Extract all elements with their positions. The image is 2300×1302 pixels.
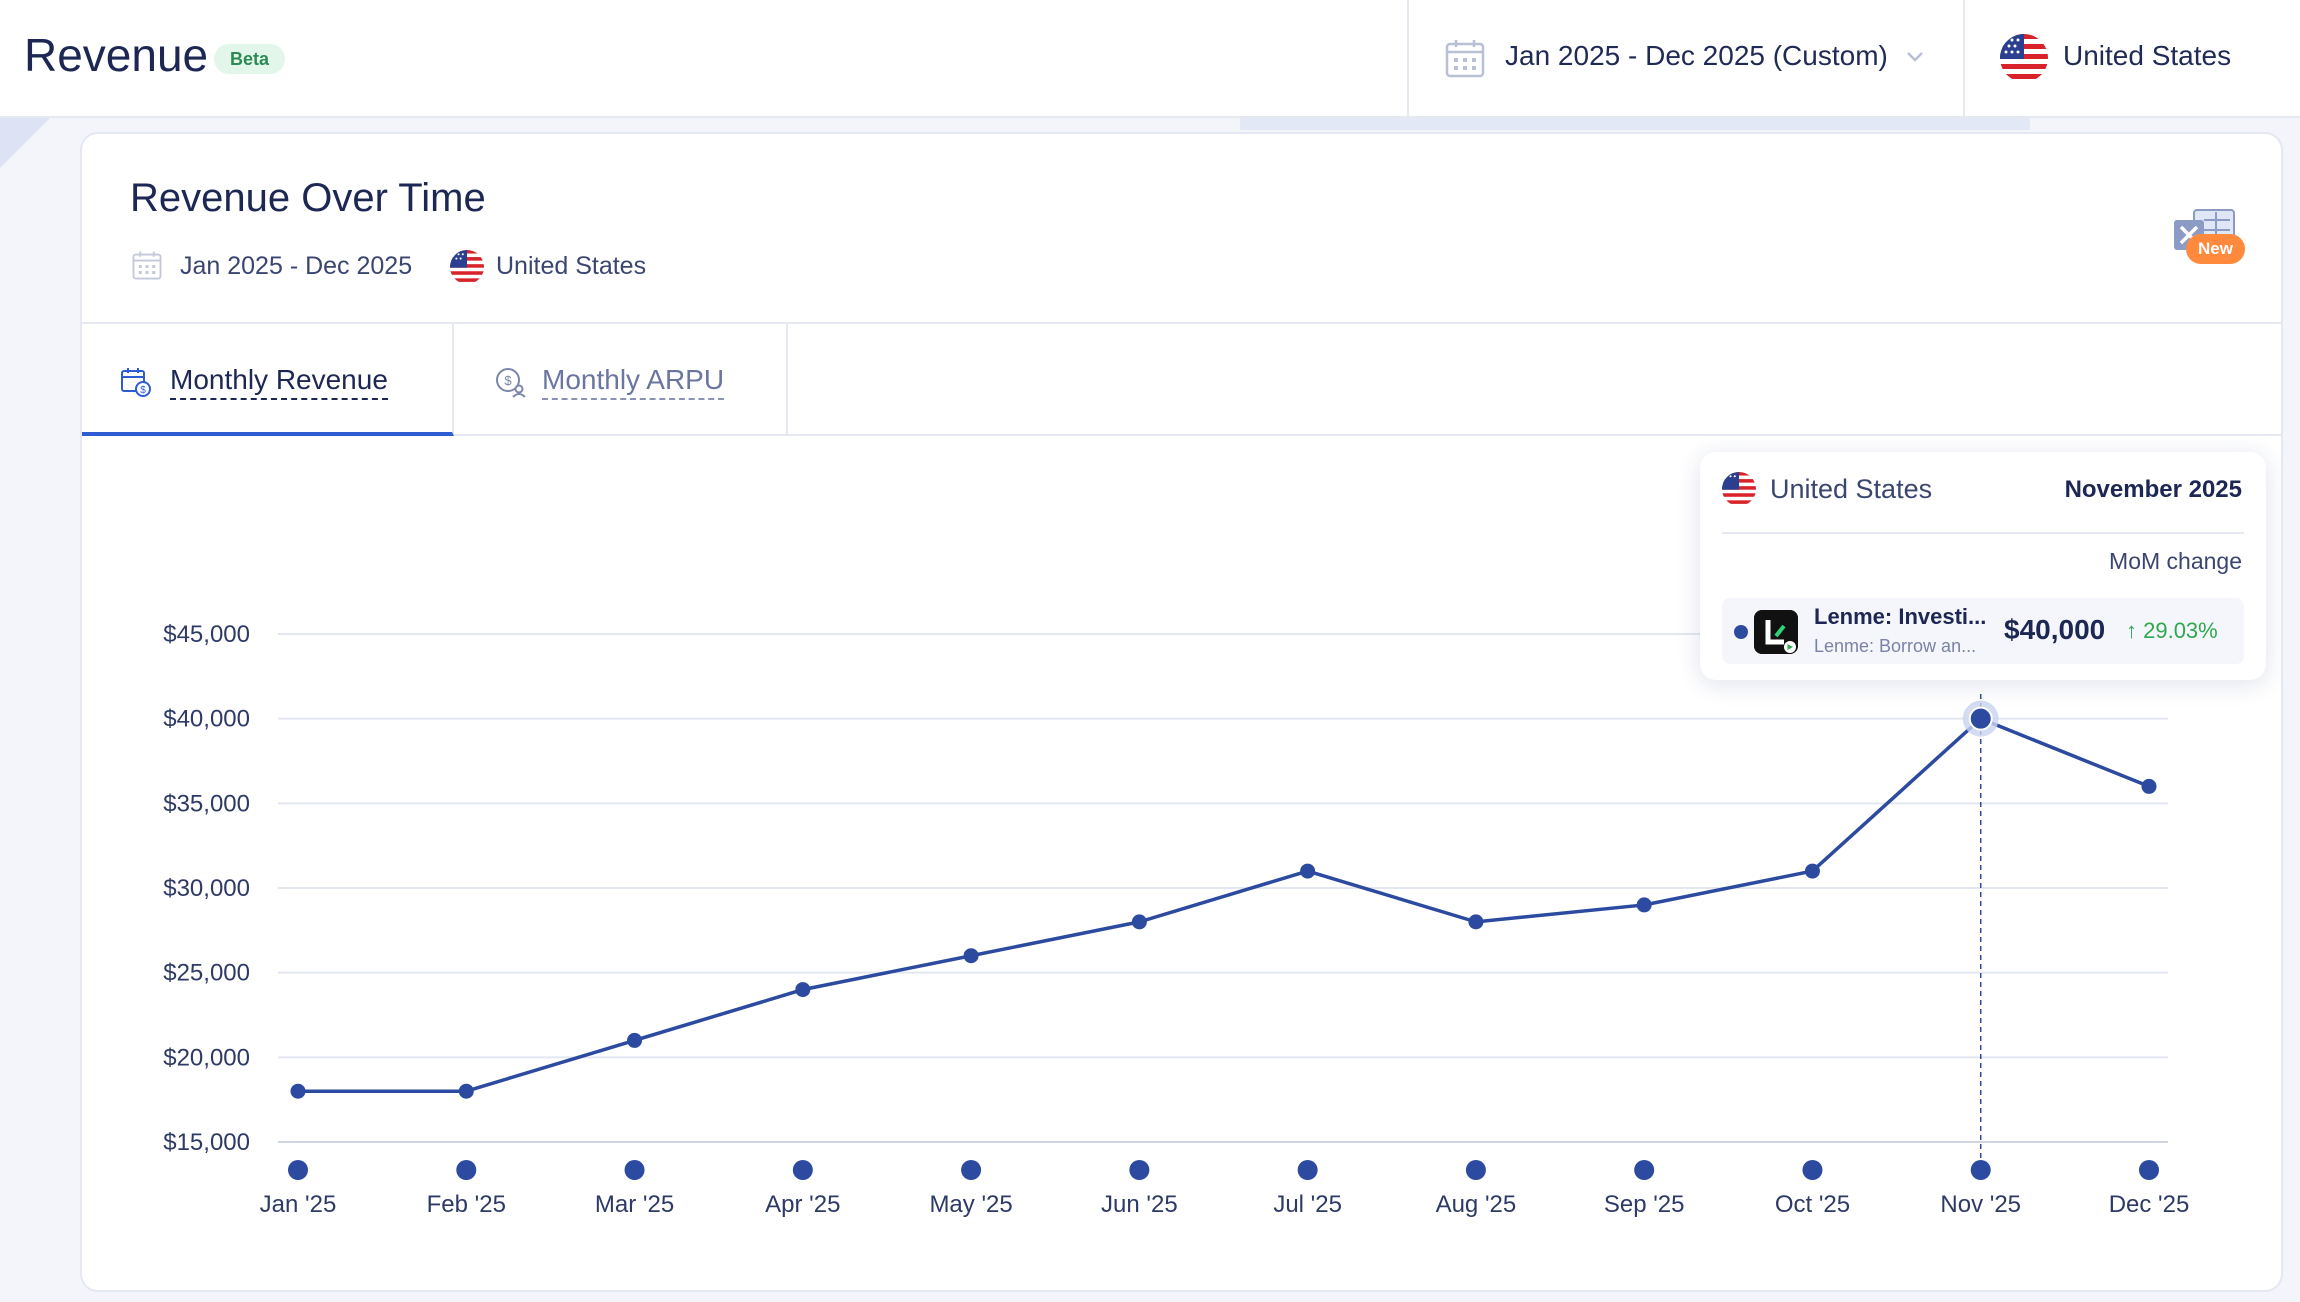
x-axis-marker xyxy=(2139,1160,2159,1180)
y-tick-label: $20,000 xyxy=(163,1044,250,1071)
us-flag-icon xyxy=(450,250,484,284)
x-tick-label: Jul '25 xyxy=(1273,1191,1342,1218)
tab-monthly-arpu[interactable]: $ Monthly ARPU xyxy=(454,324,788,436)
tab-label: Monthly ARPU xyxy=(542,364,725,400)
svg-text:$: $ xyxy=(140,385,146,396)
data-point xyxy=(1131,914,1147,930)
decor-strip xyxy=(1240,118,2030,130)
data-point xyxy=(1804,863,1820,879)
x-tick-label: Jun '25 xyxy=(1101,1191,1178,1218)
y-tick-label: $40,000 xyxy=(163,706,250,733)
x-axis-marker xyxy=(1970,1160,1991,1180)
tooltip-month: November 2025 xyxy=(2064,476,2242,503)
divider xyxy=(1722,532,2244,534)
x-tick-label: Sep '25 xyxy=(1604,1191,1685,1218)
data-point xyxy=(1468,914,1484,930)
x-axis-marker xyxy=(1802,1160,1823,1180)
revenue-line-chart: $15,000 $20,000 $25,000 $30,000 $35,000 $40,0… xyxy=(163,621,2190,1218)
data-point xyxy=(2141,778,2157,794)
top-bar: Revenue Beta Jan 2025 - Dec 2025 (Custom… xyxy=(0,0,2300,118)
us-flag-icon xyxy=(2000,34,2048,82)
data-point xyxy=(963,948,979,964)
data-point xyxy=(458,1083,474,1099)
x-axis-marker xyxy=(792,1160,813,1180)
series-line xyxy=(298,716,2150,1093)
card-date-range: Jan 2025 - Dec 2025 xyxy=(180,252,413,280)
x-axis-marker xyxy=(1297,1160,1318,1180)
tab-label: Monthly Revenue xyxy=(170,364,388,400)
x-axis-marker xyxy=(456,1160,477,1180)
page-title: Revenue xyxy=(24,29,209,81)
x-axis-marker xyxy=(288,1160,308,1180)
x-tick-label: Apr '25 xyxy=(765,1191,840,1218)
y-tick-label: $25,000 xyxy=(163,960,250,987)
decor-shape xyxy=(0,118,50,168)
data-point xyxy=(290,1083,306,1099)
chevron-down-icon xyxy=(1907,52,1923,62)
calendar-icon xyxy=(1445,40,1485,78)
x-axis-marker xyxy=(1634,1160,1655,1180)
tooltip-column-label: MoM change xyxy=(2109,548,2242,574)
svg-text:$: $ xyxy=(504,373,512,388)
tab-bar: $ Monthly Revenue $ Monthly ARPU xyxy=(82,322,2281,436)
x-tick-label: Dec '25 xyxy=(2109,1191,2190,1218)
y-tick-label: $30,000 xyxy=(163,875,250,902)
country-label: United States xyxy=(2063,40,2232,71)
x-axis-marker xyxy=(1129,1160,1150,1180)
x-axis-marker xyxy=(1465,1160,1486,1180)
calendar-dollar-icon: $ xyxy=(121,368,151,397)
date-range-label: Jan 2025 - Dec 2025 (Custom) xyxy=(1505,40,1888,71)
x-tick-label: Oct '25 xyxy=(1775,1191,1850,1218)
tooltip-app-subtitle: Lenme: Borrow an... xyxy=(1814,636,1977,656)
tooltip-change: ↑ 29.03% xyxy=(2126,618,2218,643)
user-dollar-icon: $ xyxy=(496,368,526,398)
x-axis-marker xyxy=(624,1160,645,1180)
x-tick-label: May '25 xyxy=(929,1191,1012,1218)
y-tick-label: $45,000 xyxy=(163,621,250,648)
y-tick-label: $35,000 xyxy=(163,790,250,817)
tooltip-app-name: Lenme: Investi... xyxy=(1814,604,1987,629)
tooltip-row: Lenme: Investi... Lenme: Borrow an... $4… xyxy=(1722,598,2244,664)
series-dot xyxy=(1734,625,1748,639)
app-icon xyxy=(1754,610,1798,654)
card-title: Revenue Over Time xyxy=(130,176,486,220)
us-flag-icon xyxy=(1722,472,1756,506)
x-axis-marker xyxy=(961,1160,982,1180)
data-point xyxy=(795,982,811,998)
date-range-selector[interactable]: Jan 2025 - Dec 2025 (Custom) xyxy=(1407,0,1963,116)
x-tick-label: Nov '25 xyxy=(1940,1191,2021,1218)
country-selector[interactable]: United States xyxy=(1963,0,2300,116)
card-country: United States xyxy=(496,252,647,280)
revenue-card: Revenue Over Time Jan 2025 - Dec 2025 Un… xyxy=(80,132,2283,1292)
tooltip-country: United States xyxy=(1770,474,1933,504)
y-tick-label: $15,000 xyxy=(163,1129,250,1156)
x-tick-label: Jan '25 xyxy=(260,1191,337,1218)
x-tick-label: Mar '25 xyxy=(595,1191,674,1218)
tooltip-value: $40,000 xyxy=(2004,614,2106,645)
x-tick-label: Feb '25 xyxy=(427,1191,506,1218)
data-point-highlighted xyxy=(1968,706,1993,731)
chart-tooltip: United States November 2025 MoM change L… xyxy=(1700,452,2266,680)
beta-badge: Beta xyxy=(214,44,286,74)
data-point xyxy=(1636,897,1652,913)
calendar-icon xyxy=(132,251,162,280)
data-point xyxy=(627,1032,643,1048)
data-point xyxy=(1300,863,1316,879)
new-badge: New xyxy=(2186,234,2245,264)
tab-monthly-revenue[interactable]: $ Monthly Revenue xyxy=(82,324,454,436)
x-tick-label: Aug '25 xyxy=(1436,1191,1517,1218)
